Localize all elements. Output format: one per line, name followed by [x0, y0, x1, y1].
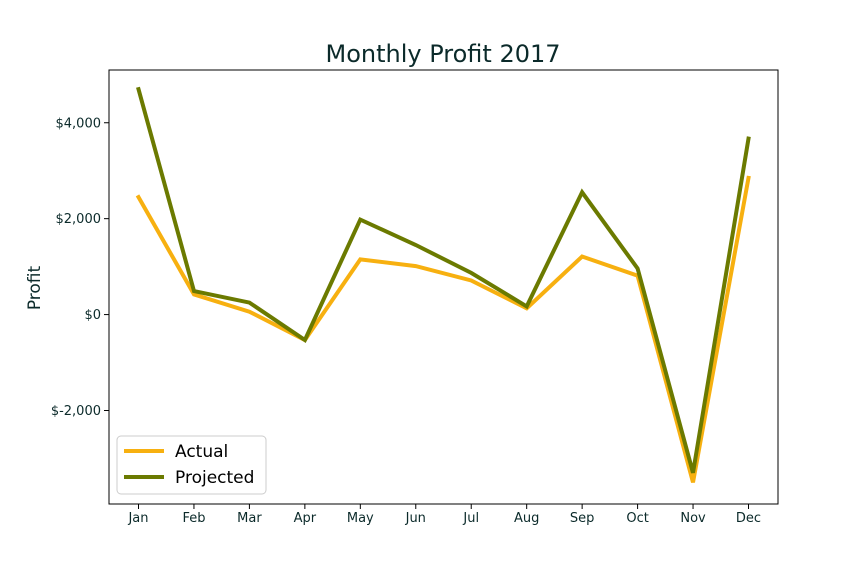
y-tick-label: $4,000 [56, 116, 102, 131]
x-tick-label: May [347, 511, 374, 526]
y-tick-label: $-2,000 [51, 404, 101, 419]
x-tick-label: Jul [462, 511, 479, 526]
x-tick-label: Jun [405, 511, 426, 526]
x-tick-label: Dec [736, 511, 761, 526]
legend: Actual Projected [116, 435, 267, 495]
legend-label-actual: Actual [175, 442, 228, 462]
x-tick-label: Jan [127, 511, 148, 526]
x-tick-label: Sep [570, 511, 595, 526]
x-tick-label: Nov [680, 511, 706, 526]
y-tick-label: $2,000 [56, 212, 102, 227]
x-tick-label: Feb [182, 511, 205, 526]
chart-title: Monthly Profit 2017 [325, 40, 560, 68]
x-tick-label: Mar [237, 511, 262, 526]
series-line-projected [136, 86, 751, 474]
axes-frame [108, 69, 779, 505]
y-tick-label: $0 [84, 308, 101, 323]
x-tick-label: Apr [294, 511, 317, 526]
x-tick-label: Oct [626, 511, 648, 526]
plot-area: Jan Feb Mar Apr May Jun Jul Aug Sep Oct Nov Dec $-2,… [51, 69, 779, 526]
x-tick-label: Aug [514, 511, 539, 526]
legend-label-projected: Projected [175, 468, 254, 488]
y-axis-label: Profit [25, 265, 45, 310]
